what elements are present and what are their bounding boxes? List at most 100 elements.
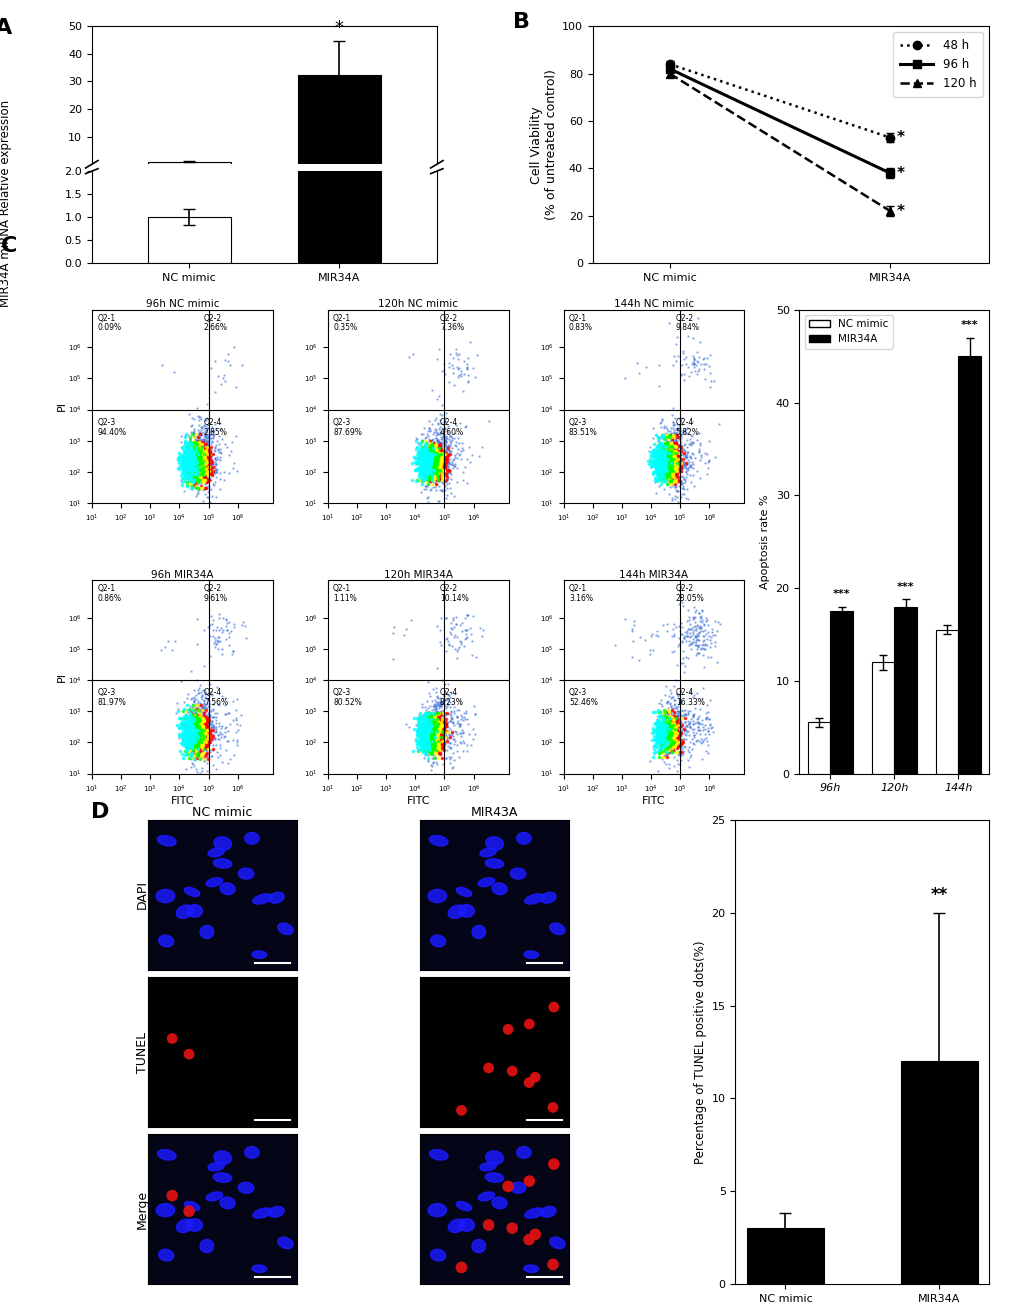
Point: [193, 444, 209, 465]
Point: [662, 710, 679, 731]
Point: [427, 764, 443, 785]
Point: [663, 448, 680, 469]
Point: [672, 741, 688, 762]
Point: [185, 472, 202, 493]
Point: [663, 455, 680, 476]
Point: [176, 462, 193, 483]
Point: [192, 458, 208, 479]
Point: [416, 705, 432, 726]
Point: [421, 470, 437, 491]
Point: [181, 452, 198, 473]
Point: [655, 453, 672, 474]
Point: [211, 426, 227, 447]
Point: [434, 444, 450, 465]
Point: [190, 441, 206, 462]
Point: [194, 449, 210, 470]
Point: [438, 465, 454, 486]
Point: [211, 418, 227, 439]
Point: [205, 421, 221, 441]
Point: [653, 465, 669, 486]
Point: [655, 441, 672, 462]
Point: [198, 439, 214, 460]
Point: [187, 710, 204, 731]
Point: [454, 439, 471, 460]
Point: [184, 734, 201, 755]
Point: [424, 747, 440, 768]
Point: [201, 711, 217, 732]
Point: [428, 726, 444, 747]
Point: [654, 443, 671, 464]
Point: [428, 462, 444, 483]
Point: [422, 438, 438, 458]
Point: [198, 739, 214, 760]
Point: [428, 709, 444, 730]
Point: [193, 715, 209, 736]
Point: [193, 458, 209, 479]
Point: [185, 710, 202, 731]
Point: [668, 728, 685, 749]
Point: [198, 728, 214, 749]
Point: [411, 461, 427, 482]
Point: [185, 717, 202, 738]
Point: [688, 631, 704, 652]
Point: [419, 707, 435, 728]
Point: [202, 740, 218, 761]
Point: [661, 726, 678, 747]
Point: [430, 717, 446, 738]
Point: [186, 464, 203, 485]
Point: [662, 738, 679, 758]
Point: [181, 457, 198, 478]
Point: [191, 469, 207, 490]
Point: [178, 730, 195, 751]
Point: [198, 426, 214, 447]
Point: [192, 451, 208, 472]
Point: [661, 709, 678, 730]
Point: [417, 441, 433, 462]
Point: [679, 702, 695, 723]
Point: [187, 709, 204, 730]
Point: [191, 449, 207, 470]
Point: [424, 452, 440, 473]
Point: [648, 731, 664, 752]
Point: [429, 721, 445, 741]
Point: [195, 455, 211, 476]
Point: [183, 432, 200, 453]
Point: [659, 451, 676, 472]
Point: [185, 726, 202, 747]
Point: [177, 426, 194, 447]
Point: [661, 424, 678, 445]
Point: [423, 721, 439, 741]
Point: [187, 460, 204, 481]
Point: [650, 451, 666, 472]
Point: [445, 375, 462, 396]
Point: [174, 445, 191, 466]
Point: [691, 438, 707, 458]
Point: [189, 723, 205, 744]
Point: [647, 457, 663, 478]
Point: [415, 452, 431, 473]
Point: [657, 417, 674, 438]
Point: [659, 730, 676, 751]
Point: [662, 455, 679, 476]
Point: [436, 411, 452, 432]
Point: [192, 455, 208, 476]
Point: [690, 360, 706, 381]
Point: [187, 460, 204, 481]
Point: [179, 468, 196, 489]
Point: [416, 734, 432, 755]
Point: [418, 721, 434, 741]
Point: [673, 624, 689, 645]
Point: [185, 700, 202, 721]
Point: [671, 744, 687, 765]
Point: [196, 724, 212, 745]
Point: [203, 445, 219, 466]
Point: [663, 452, 680, 473]
Point: [193, 449, 209, 470]
Point: [412, 462, 428, 483]
Point: [176, 718, 193, 739]
Point: [674, 461, 690, 482]
Point: [204, 728, 220, 749]
Point: [615, 608, 632, 629]
Point: [191, 451, 207, 472]
Point: [657, 461, 674, 482]
